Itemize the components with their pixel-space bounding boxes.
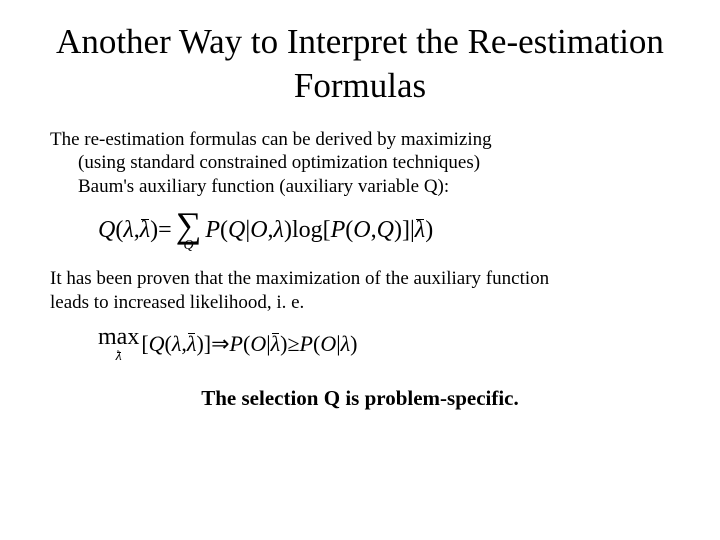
f2-lp3: ( bbox=[313, 331, 320, 357]
f1-rp3: ) bbox=[394, 217, 402, 244]
f1-rp1: ) bbox=[150, 217, 158, 244]
paragraph-2: It has been proven that the maximization… bbox=[50, 267, 670, 315]
f1-sigma: ∑ bbox=[176, 209, 202, 241]
formula-2-block: max λ [Q(λ, λ)] ⇒ P(O | λ) ≥ P(O | λ) bbox=[98, 325, 670, 364]
f2-lambdabar2: λ bbox=[271, 331, 281, 357]
f1-O2: O bbox=[353, 217, 370, 244]
f1-lp2: ( bbox=[220, 217, 228, 244]
f2-imply: ⇒ bbox=[211, 331, 229, 357]
paragraph-1: The re-estimation formulas can be derive… bbox=[50, 128, 670, 199]
para1-line3: Baum's auxiliary function (auxiliary var… bbox=[78, 176, 449, 197]
para2-line1: It has been proven that the maximization… bbox=[50, 268, 549, 289]
f1-rp2: ) bbox=[284, 217, 292, 244]
f2-O1: O bbox=[250, 331, 266, 357]
closing-statement: The selection Q is problem-specific. bbox=[50, 386, 670, 411]
f2-lp1: ( bbox=[165, 331, 172, 357]
f1-lb: [ bbox=[323, 217, 331, 244]
f2-max: max bbox=[98, 325, 139, 349]
f2-Q: Q bbox=[149, 331, 165, 357]
f2-lambda1: λ bbox=[172, 331, 182, 357]
f2-rb: ] bbox=[204, 331, 211, 357]
f1-rb: ] bbox=[402, 217, 410, 244]
f1-O1: O bbox=[250, 217, 267, 244]
f1-Qvar2: Q bbox=[377, 217, 394, 244]
f1-Qvar1: Q bbox=[228, 217, 245, 244]
f2-ge: ≥ bbox=[287, 331, 299, 357]
f1-lambda2: λ bbox=[274, 217, 284, 244]
formula-1-block: Q(λ, λ) = ∑ Q P(Q | O, λ) log[P(O, Q)] |… bbox=[98, 209, 670, 253]
f2-O2: O bbox=[320, 331, 336, 357]
f1-rp4: ) bbox=[425, 217, 433, 244]
f1-lambdabar1: λ bbox=[140, 217, 150, 244]
f1-log: log bbox=[292, 217, 323, 244]
f1-Q: Q bbox=[98, 217, 115, 244]
slide-title: Another Way to Interpret the Re-estimati… bbox=[50, 20, 670, 108]
f2-rp2: ) bbox=[280, 331, 287, 357]
f1-lp3: ( bbox=[345, 217, 353, 244]
para1-line2: (using standard constrained optimization… bbox=[78, 152, 480, 173]
para2-line2: leads to increased likelihood, i. e. bbox=[50, 292, 304, 313]
f2-lp2: ( bbox=[243, 331, 250, 357]
f2-max-sub: λ bbox=[116, 350, 122, 364]
f2-lb: [ bbox=[141, 331, 148, 357]
f2-rp3: ) bbox=[350, 331, 357, 357]
f2-P1: P bbox=[230, 331, 243, 357]
para1-line1: The re-estimation formulas can be derive… bbox=[50, 129, 492, 150]
f1-P1: P bbox=[205, 217, 220, 244]
formula-1: Q(λ, λ) = ∑ Q P(Q | O, λ) log[P(O, Q)] |… bbox=[98, 209, 433, 253]
f1-eq: = bbox=[158, 217, 172, 244]
f2-lambda2: λ bbox=[341, 331, 351, 357]
f1-lambda1: λ bbox=[123, 217, 133, 244]
f1-lambdabar2: λ bbox=[415, 217, 425, 244]
f2-max-block: max λ bbox=[98, 325, 139, 364]
f1-sigma-block: ∑ Q bbox=[176, 209, 202, 253]
f1-sigma-sub: Q bbox=[183, 239, 193, 253]
formula-2: max λ [Q(λ, λ)] ⇒ P(O | λ) ≥ P(O | λ) bbox=[98, 325, 357, 364]
f2-rp1: ) bbox=[196, 331, 203, 357]
f2-lambdabar1: λ bbox=[187, 331, 197, 357]
f1-P2: P bbox=[331, 217, 346, 244]
f2-P2: P bbox=[300, 331, 313, 357]
